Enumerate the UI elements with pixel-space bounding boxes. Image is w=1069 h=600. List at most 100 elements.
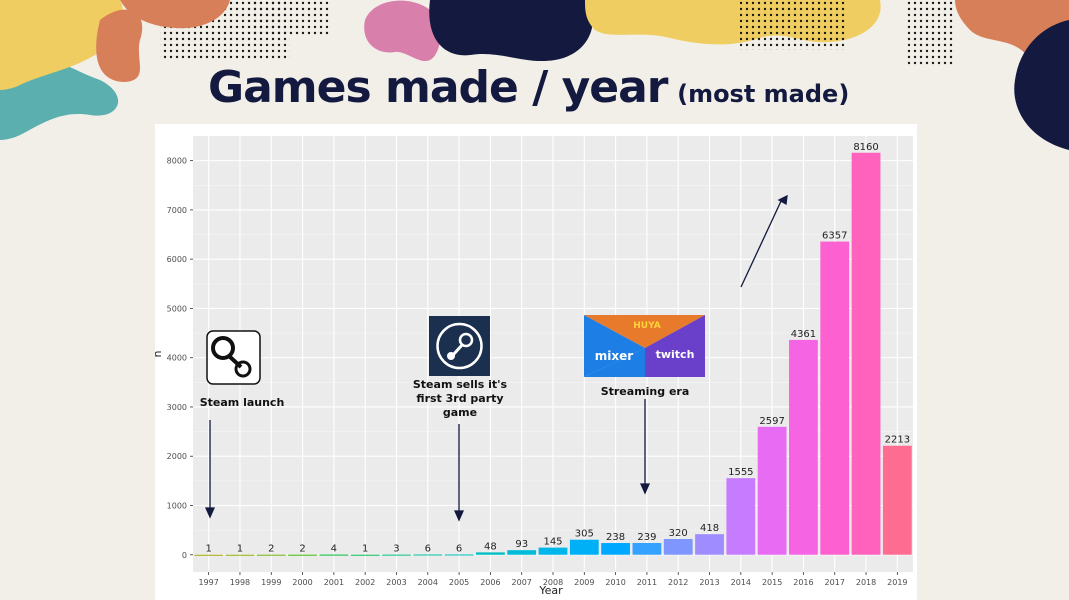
bars (194, 152, 912, 556)
orange-blob-right (955, 0, 1069, 110)
orange-blob-left (96, 9, 143, 82)
y-tick-label: 8000 (167, 157, 187, 166)
bar-label-2008: 145 (543, 537, 562, 548)
bar-label-2019: 2213 (885, 435, 910, 446)
y-tick-label: 0 (182, 551, 187, 560)
bar-label-2018: 8160 (853, 142, 878, 153)
bar-label-1999: 2 (268, 544, 274, 555)
arrowhead-streaming (639, 483, 651, 495)
x-tick-label-1997: 1997 (198, 578, 218, 587)
dotted-patch-far-right (905, 0, 955, 65)
bar-label-2012: 320 (669, 528, 688, 539)
y-tick-label: 5000 (167, 304, 187, 313)
x-tick-label-2012: 2012 (668, 578, 688, 587)
y-tick-label: 3000 (167, 403, 187, 412)
x-tick-label-2018: 2018 (856, 578, 876, 587)
bar-2019 (882, 445, 912, 555)
mixer-logo-text: mixer (595, 349, 633, 363)
y-axis: 0 1000 2000 3000 4000 5000 6000 7000 8000 (167, 157, 193, 560)
bar-2010 (601, 543, 631, 555)
x-tick-label-2003: 2003 (386, 578, 406, 587)
x-tick-label-2010: 2010 (605, 578, 625, 587)
steam-logo (429, 316, 490, 376)
x-tick-label-2008: 2008 (543, 578, 563, 587)
x-tick-label-2001: 2001 (324, 578, 344, 587)
x-tick-label-2004: 2004 (418, 578, 438, 587)
twitch-logo-text: twitch (656, 348, 695, 361)
bar-label-2006: 48 (484, 541, 497, 552)
bar-label-2004: 6 (425, 543, 431, 554)
bar-label-1997: 1 (205, 544, 211, 555)
bar-label-2017: 6357 (822, 231, 847, 242)
bar-2017 (820, 241, 850, 555)
bar-label-2001: 4 (331, 544, 337, 555)
x-tick-label-1998: 1998 (230, 578, 250, 587)
y-axis-title: n (155, 350, 164, 357)
streaming-logos: HUYA mixer twitch (584, 315, 705, 377)
dotted-patch-right (740, 0, 845, 50)
bar-label-1998: 1 (237, 544, 243, 555)
yellow-blob-left (0, 0, 124, 90)
bar-2009 (569, 539, 599, 555)
bar-2003 (382, 554, 411, 556)
x-axis: 1997 1998 1999 2000 2001 2002 2003 2004 2005 2006… (198, 572, 908, 587)
bar-label-2010: 238 (606, 532, 625, 543)
huya-logo-text: HUYA (633, 321, 660, 331)
navy-blob-right (1014, 20, 1069, 150)
annotation-steam-launch: Steam launch (199, 396, 285, 409)
bar-label-2011: 239 (637, 532, 656, 543)
title-subtitle: (most made) (677, 80, 850, 108)
x-tick-label-2002: 2002 (355, 578, 375, 587)
y-tick-label: 7000 (167, 206, 187, 215)
bar-2015 (757, 426, 787, 555)
annotation-steam-sells: Steam sells it's first 3rd party game (412, 378, 508, 419)
bar-2011 (632, 542, 662, 555)
bar-label-2015: 2597 (759, 416, 784, 427)
arrowhead-steam-launch (204, 507, 216, 519)
x-tick-label-2007: 2007 (512, 578, 532, 587)
bar-2007 (507, 550, 537, 555)
bar-1997 (194, 554, 224, 556)
arrow-growth (740, 198, 783, 288)
y-tick-label: 1000 (167, 501, 187, 510)
bar-label-2000: 2 (299, 544, 305, 555)
bar-labels: 1 1 2 2 4 1 3 6 6 48 93 145 305 238 239 320 418 1555 2597 4… (205, 142, 910, 555)
navy-blob-center (429, 0, 594, 62)
dotted-patch-mid (250, 0, 330, 35)
x-tick-label-2009: 2009 (574, 578, 594, 587)
bar-label-2014: 1555 (728, 467, 753, 478)
x-tick-label-2019: 2019 (887, 578, 907, 587)
x-tick-label-2006: 2006 (480, 578, 500, 587)
bar-label-2007: 93 (515, 539, 528, 550)
x-axis-title: Year (538, 584, 563, 597)
y-tick-label: 4000 (167, 354, 187, 363)
x-tick-label-2017: 2017 (825, 578, 845, 587)
x-tick-label-2000: 2000 (292, 578, 312, 587)
bar-2013 (695, 534, 724, 555)
bar-2016 (789, 339, 818, 555)
pink-blob (364, 0, 441, 62)
bar-label-2003: 3 (393, 544, 399, 555)
page-title: Games made / year (most made) (208, 62, 849, 113)
x-tick-label-2013: 2013 (699, 578, 719, 587)
bar-2005 (444, 554, 474, 556)
bar-2000 (288, 554, 317, 556)
bar-2006 (475, 552, 505, 555)
orange-blob-top (120, 0, 230, 29)
y-tick-label: 6000 (167, 255, 187, 264)
bar-1999 (256, 554, 286, 556)
bar-label-2002: 1 (362, 544, 368, 555)
steam-classic-logo (206, 330, 261, 385)
bar-chart: 1 1 2 2 4 1 3 6 6 48 93 145 305 238 239 320 418 1555 2597 4… (155, 136, 913, 597)
x-tick-label-2011: 2011 (637, 578, 657, 587)
x-tick-label-2015: 2015 (762, 578, 782, 587)
arrowhead-growth (777, 194, 788, 206)
y-tick-label: 2000 (167, 452, 187, 461)
bar-2002 (350, 554, 380, 556)
title-main: Games made / year (208, 62, 669, 113)
bar-label-2016: 4361 (791, 329, 816, 340)
bar-label-2013: 418 (700, 523, 719, 534)
arrowhead-steam-sells (453, 510, 465, 522)
annotation-arrows (204, 194, 788, 522)
